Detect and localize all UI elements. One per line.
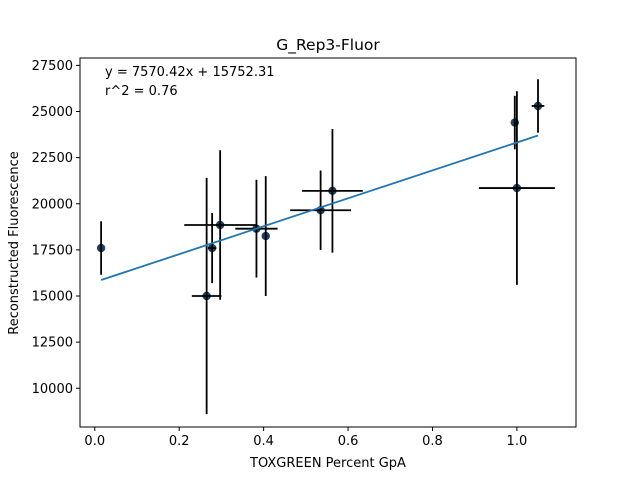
y-tick-label: 20000 bbox=[32, 197, 73, 212]
plot-frame bbox=[79, 57, 577, 428]
x-tick-label: 0.4 bbox=[253, 434, 274, 449]
x-axis: 0.0 0.2 0.4 0.6 0.8 1.0 bbox=[84, 427, 527, 449]
x-tick-label: 0.6 bbox=[338, 434, 359, 449]
y-axis-label: Reconstructed Fluorescence bbox=[7, 151, 22, 335]
x-tick-label: 0.0 bbox=[84, 434, 105, 449]
x-tick-label: 1.0 bbox=[507, 434, 528, 449]
fit-equation: y = 7570.42x + 15752.31 bbox=[105, 65, 275, 80]
y-axis: 10000 12500 15000 17500 20000 22500 25000 27500 bbox=[32, 59, 80, 397]
x-tick-label: 0.8 bbox=[422, 434, 443, 449]
fit-line bbox=[100, 134, 539, 281]
x-tick-label: 0.2 bbox=[169, 434, 190, 449]
y-tick-label: 15000 bbox=[32, 290, 73, 305]
fit-r-squared: r^2 = 0.76 bbox=[105, 84, 178, 99]
x-axis-label: TOXGREEN Percent GpA bbox=[249, 456, 406, 471]
plot-area bbox=[96, 79, 555, 415]
y-tick-label: 10000 bbox=[32, 382, 73, 397]
y-tick-label: 27500 bbox=[32, 59, 73, 74]
y-tick-label: 22500 bbox=[32, 151, 73, 166]
y-tick-label: 25000 bbox=[32, 105, 73, 120]
y-tick-label: 17500 bbox=[32, 243, 73, 258]
y-tick-label: 12500 bbox=[32, 336, 73, 351]
chart-title: G_Rep3-Fluor bbox=[276, 36, 380, 55]
